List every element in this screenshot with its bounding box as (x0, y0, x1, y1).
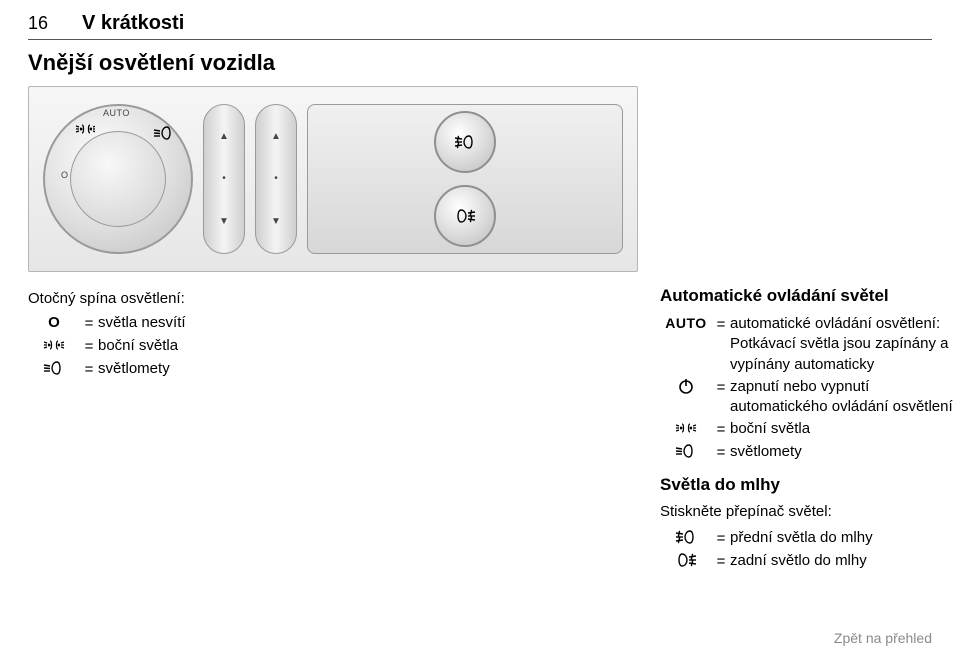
dial-mark-sidelamp (75, 120, 95, 138)
headlamp-icon (28, 359, 80, 377)
def-text: zapnutí nebo vypnutí automatického ovlád… (730, 377, 960, 418)
equals-sign: = (712, 442, 730, 463)
off-icon (28, 313, 80, 331)
auto-label: AUTO (660, 314, 712, 334)
column-mid: Automatické ovládání světel AUTO = autom… (660, 50, 960, 610)
fog-intro: Stiskněte přepínač světel: (660, 501, 960, 522)
page-header: 16 V krátkosti (28, 12, 932, 40)
sidelamp-icon (28, 336, 80, 354)
dial-mark-headlamp (153, 124, 173, 142)
dial-mark-off: O (61, 170, 68, 180)
thumbwheel-1-up: ▲ (219, 131, 229, 142)
equals-sign: = (712, 419, 730, 440)
def-row: = přední světla do mlhy (660, 528, 960, 549)
equals-sign: = (712, 528, 730, 549)
headlamp-icon (660, 442, 712, 460)
fog-block-title: Světla do mlhy (660, 475, 960, 495)
equals-sign: = (712, 314, 730, 335)
image-spacer (660, 50, 960, 282)
thumbwheel-1-mid: • (222, 173, 226, 184)
column-left: Vnější osvětlení vozidla O AUTO ▲ • (28, 50, 638, 610)
light-switch-illustration: O AUTO ▲ • ▼ ▲ • ▼ (28, 86, 638, 272)
rotary-block-title: Otočný spína osvětlení: (28, 288, 638, 309)
def-row: = zapnutí nebo vypnutí automatického ovl… (660, 377, 960, 418)
rotary-dial[interactable]: O AUTO (43, 104, 193, 254)
rearfog-icon (660, 551, 712, 569)
def-row: = boční světla (660, 419, 960, 440)
equals-sign: = (80, 313, 98, 334)
def-row: = světla nesvítí (28, 313, 638, 334)
def-text: automatické ovládání osvětlení: Potkávac… (730, 314, 960, 375)
sidelamp-icon (660, 419, 712, 437)
equals-sign: = (80, 359, 98, 380)
dial-marks: O AUTO (45, 106, 191, 252)
thumbwheel-2-mid: • (274, 173, 278, 184)
def-text: světlomety (98, 359, 638, 379)
def-text: světlomety (730, 442, 960, 462)
footer-link[interactable]: Zpět na přehled (834, 630, 932, 646)
page: 16 V krátkosti Vnější osvětlení vozidla … (0, 0, 960, 656)
thumbwheel-1-dn: ▼ (219, 216, 229, 227)
equals-sign: = (712, 551, 730, 572)
page-number: 16 (28, 13, 82, 34)
frontfog-icon (660, 528, 712, 546)
equals-sign: = (712, 377, 730, 398)
power-icon (660, 377, 712, 395)
thumbwheel-1[interactable]: ▲ • ▼ (203, 104, 245, 254)
thumbwheel-2[interactable]: ▲ • ▼ (255, 104, 297, 254)
def-row: = boční světla (28, 336, 638, 357)
equals-sign: = (80, 336, 98, 357)
thumbwheel-2-dn: ▼ (271, 216, 281, 227)
rear-fog-button[interactable] (434, 185, 496, 247)
front-fog-button[interactable] (434, 111, 496, 173)
fog-panel (307, 104, 623, 254)
def-row: = světlomety (660, 442, 960, 463)
thumbwheel-2-up: ▲ (271, 131, 281, 142)
columns: Vnější osvětlení vozidla O AUTO ▲ • (28, 50, 932, 610)
def-text: boční světla (730, 419, 960, 439)
def-row: = světlomety (28, 359, 638, 380)
def-text: boční světla (98, 336, 638, 356)
def-text: světla nesvítí (98, 313, 638, 333)
def-row: = zadní světlo do mlhy (660, 551, 960, 572)
auto-block-title: Automatické ovládání světel (660, 286, 960, 306)
dial-mark-auto: AUTO (103, 108, 130, 118)
def-row: AUTO = automatické ovládání osvětlení: P… (660, 314, 960, 375)
def-text: přední světla do mlhy (730, 528, 960, 548)
page-heading: Vnější osvětlení vozidla (28, 50, 638, 76)
section-title: V krátkosti (82, 12, 184, 35)
def-text: zadní světlo do mlhy (730, 551, 960, 571)
